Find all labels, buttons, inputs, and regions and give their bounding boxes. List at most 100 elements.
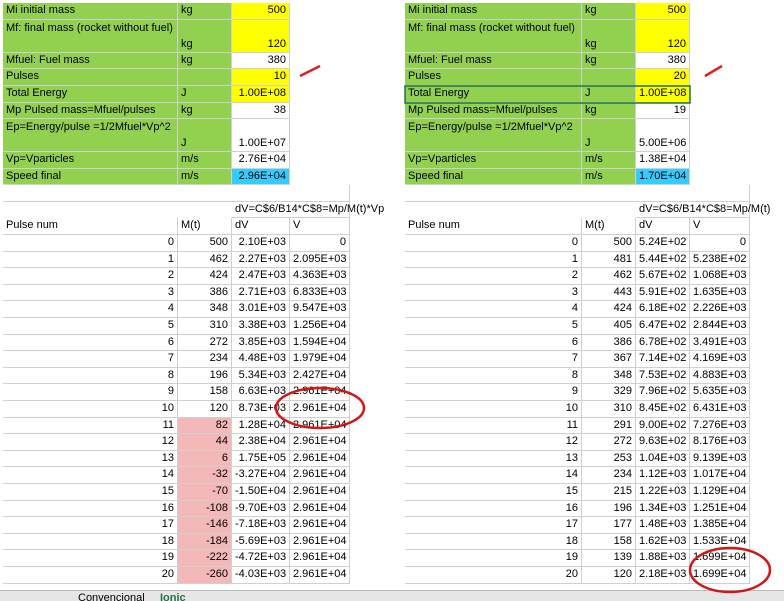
delta-v: 1.48E+03 (636, 517, 690, 534)
delta-v: 2.71E+03 (232, 284, 290, 302)
param-label: Mi initial mass (405, 3, 582, 20)
velocity: 2.961E+04 (290, 550, 350, 567)
pulse-num: 2 (405, 268, 582, 285)
mass: 462 (178, 251, 232, 269)
mass: 386 (582, 334, 636, 352)
param-label: Mi initial mass (3, 3, 178, 20)
pulse-num: 13 (405, 450, 582, 468)
param-label: Speed final (405, 169, 582, 185)
velocity: 2.427E+04 (290, 367, 350, 385)
delta-v: 1.88E+03 (636, 550, 690, 567)
pulse-num: 11 (3, 417, 178, 435)
column-header: dV (232, 218, 290, 235)
param-label: Ep=Energy/pulse =1/2Mfuel*Vp^2 (3, 119, 178, 152)
velocity: 1.385E+04 (690, 517, 750, 534)
delta-v: 9.63E+02 (636, 434, 690, 451)
param-unit: kg (582, 20, 636, 53)
delta-v: 3.38E+03 (232, 318, 290, 335)
mass: 386 (178, 284, 232, 302)
velocity: 8.176E+03 (690, 434, 750, 451)
velocity: 5.238E+02 (690, 251, 750, 269)
mass: -70 (178, 484, 232, 501)
mass: 500 (582, 235, 636, 252)
mass: 367 (582, 351, 636, 368)
delta-v: 5.24E+02 (636, 235, 690, 252)
pulse-num: 4 (3, 301, 178, 318)
param-value: 10 (232, 69, 290, 86)
pulse-num: 17 (405, 517, 582, 534)
pulse-num: 7 (405, 351, 582, 368)
delta-v: 2.18E+03 (636, 567, 690, 584)
param-label: Speed final (3, 169, 178, 185)
velocity: 3.491E+03 (690, 334, 750, 352)
velocity: 2.961E+04 (290, 500, 350, 518)
param-unit: m/s (178, 169, 232, 185)
delta-v: -9.70E+03 (232, 500, 290, 518)
pulse-num: 18 (3, 533, 178, 551)
param-unit: m/s (582, 152, 636, 169)
param-value: 38 (232, 103, 290, 119)
param-value: 20 (636, 69, 690, 86)
velocity: 1.699E+04 (690, 567, 750, 584)
pulse-num: 4 (405, 301, 582, 318)
pulse-num: 16 (3, 500, 178, 518)
blank-row (405, 185, 750, 202)
param-unit (582, 69, 636, 86)
delta-v: 5.67E+02 (636, 268, 690, 285)
delta-v: 1.22E+03 (636, 484, 690, 501)
column-header: V (290, 218, 350, 235)
delta-v: 2.27E+03 (232, 251, 290, 269)
velocity: 1.256E+04 (290, 318, 350, 335)
delta-v: -1.50E+04 (232, 484, 290, 501)
delta-v: 6.78E+02 (636, 334, 690, 352)
param-label: Total Energy (405, 86, 582, 103)
pulse-num: 2 (3, 268, 178, 285)
column-header: Pulse num (3, 218, 178, 235)
mass: -108 (178, 500, 232, 518)
delta-v: 1.34E+03 (636, 500, 690, 518)
velocity: 1.594E+04 (290, 334, 350, 352)
delta-v: 7.53E+02 (636, 367, 690, 385)
param-value: 500 (232, 3, 290, 20)
sheet-tabs: Convencional Ionic (0, 590, 784, 601)
param-unit: kg (178, 20, 232, 53)
column-header: Pulse num (405, 218, 582, 235)
delta-v: 4.48E+03 (232, 351, 290, 368)
sheet-tab[interactable]: Ionic (160, 592, 186, 601)
red-mark (704, 64, 723, 78)
velocity: 2.961E+04 (290, 484, 350, 501)
velocity: 2.961E+04 (290, 417, 350, 435)
pulse-num: 8 (405, 367, 582, 385)
param-label: Mfuel: Fuel mass (405, 53, 582, 69)
param-value: 380 (636, 53, 690, 69)
param-unit: kg (582, 3, 636, 20)
param-value: 5.00E+06 (636, 119, 690, 152)
param-label: Pulses (3, 69, 178, 86)
mass: 348 (178, 301, 232, 318)
param-value: 380 (232, 53, 290, 69)
pulse-num: 12 (405, 434, 582, 451)
delta-v: 3.85E+03 (232, 334, 290, 352)
param-value: 1.00E+08 (232, 86, 290, 103)
formula: dV=C$6/B14*C$8=Mp/M(t) (636, 202, 770, 218)
velocity: 2.226E+03 (690, 301, 750, 318)
velocity: 4.169E+03 (690, 351, 750, 368)
mass: 310 (178, 318, 232, 335)
delta-v: 8.73E+03 (232, 401, 290, 418)
column-header: M(t) (178, 218, 232, 235)
column-header: dV (636, 218, 690, 235)
mass: 6 (178, 450, 232, 468)
param-value: 1.38E+04 (636, 152, 690, 169)
mass: 234 (178, 351, 232, 368)
pulse-num: 9 (3, 384, 178, 401)
param-label: Mf: final mass (rocket without fuel) (3, 20, 178, 53)
delta-v: 5.91E+02 (636, 284, 690, 302)
sheet-tab[interactable]: Convencional (78, 592, 145, 601)
velocity: 9.547E+03 (290, 301, 350, 318)
param-value: 2.96E+04 (232, 169, 290, 185)
mass: 272 (582, 434, 636, 451)
pulse-num: 3 (3, 284, 178, 302)
delta-v: 3.01E+03 (232, 301, 290, 318)
velocity: 2.961E+04 (290, 567, 350, 584)
param-unit: kg (178, 103, 232, 119)
